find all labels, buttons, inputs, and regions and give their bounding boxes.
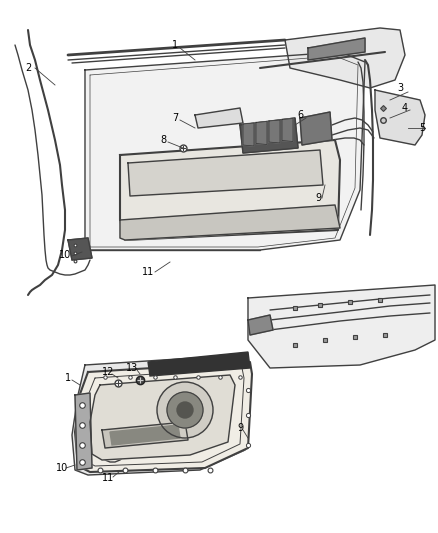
Text: 5: 5 <box>419 123 425 133</box>
Circle shape <box>157 382 213 438</box>
Polygon shape <box>282 118 293 141</box>
Polygon shape <box>195 108 243 128</box>
Polygon shape <box>256 122 267 144</box>
Text: 3: 3 <box>397 83 403 93</box>
Polygon shape <box>128 150 323 196</box>
Polygon shape <box>300 112 332 145</box>
Text: 1: 1 <box>172 40 178 50</box>
Polygon shape <box>120 205 340 240</box>
Text: 9: 9 <box>237 423 243 433</box>
Polygon shape <box>75 393 92 470</box>
Polygon shape <box>75 362 252 472</box>
Polygon shape <box>120 140 340 240</box>
Text: 11: 11 <box>142 267 154 277</box>
Polygon shape <box>90 375 235 460</box>
Polygon shape <box>240 118 298 153</box>
Polygon shape <box>110 425 180 445</box>
Polygon shape <box>102 422 188 448</box>
Text: 13: 13 <box>126 363 138 373</box>
Text: 12: 12 <box>102 367 114 377</box>
Polygon shape <box>248 315 273 335</box>
Text: 2: 2 <box>25 63 31 73</box>
Text: 10: 10 <box>56 463 68 473</box>
Text: 6: 6 <box>297 110 303 120</box>
Polygon shape <box>285 28 405 88</box>
Text: 1: 1 <box>65 373 71 383</box>
Polygon shape <box>72 355 248 475</box>
Polygon shape <box>85 52 365 250</box>
Polygon shape <box>248 285 435 368</box>
Polygon shape <box>148 352 250 376</box>
Polygon shape <box>308 38 365 60</box>
Circle shape <box>167 392 203 428</box>
Text: 9: 9 <box>315 193 321 203</box>
Text: 7: 7 <box>172 113 178 123</box>
Text: 8: 8 <box>160 135 166 145</box>
Text: 11: 11 <box>102 473 114 483</box>
Polygon shape <box>269 120 280 143</box>
Text: 4: 4 <box>402 103 408 113</box>
Polygon shape <box>375 90 425 145</box>
Polygon shape <box>243 123 254 146</box>
Circle shape <box>177 402 193 418</box>
Text: 10: 10 <box>59 250 71 260</box>
Polygon shape <box>68 238 92 260</box>
